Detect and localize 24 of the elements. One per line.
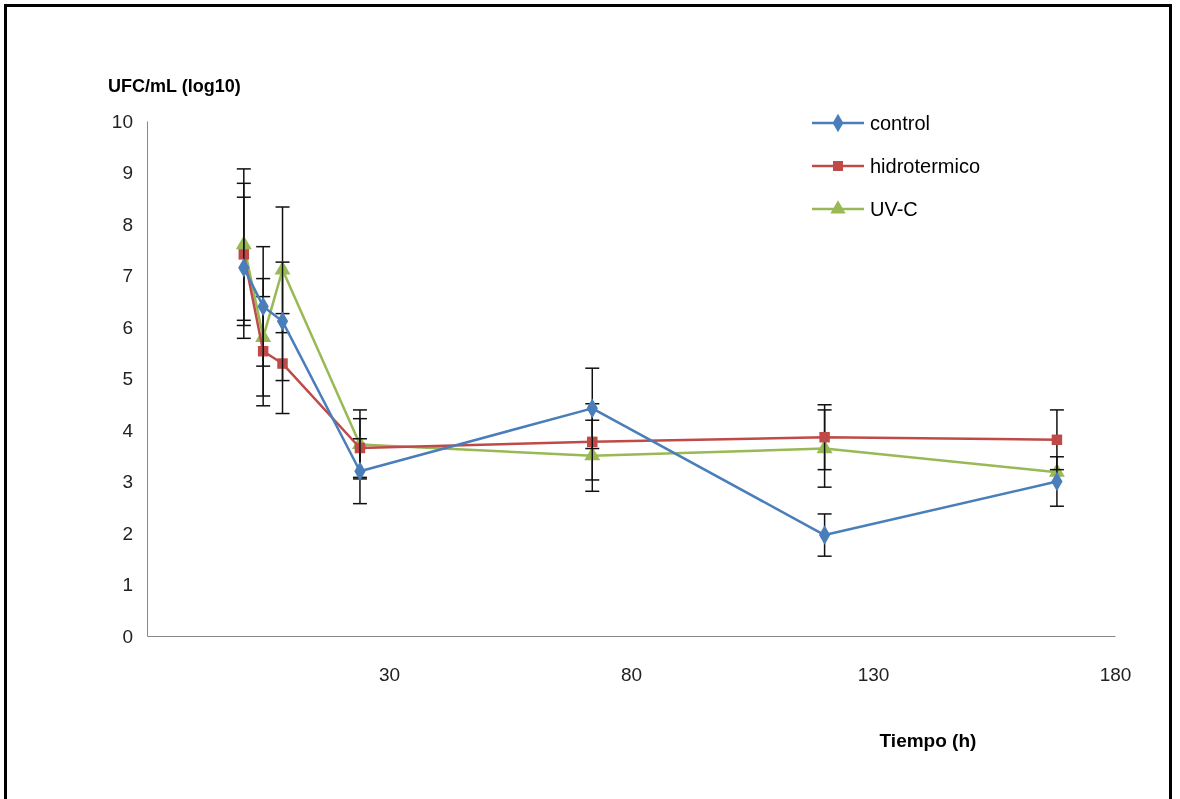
x-axis-title: Tiempo (h) — [879, 730, 977, 751]
y-axis-title: UFC/mL (log10) — [108, 76, 241, 96]
y-tick-label: 3 — [122, 471, 133, 493]
point — [587, 436, 598, 448]
x-tick-label: 30 — [378, 664, 401, 686]
y-tick-label: 1 — [122, 574, 133, 596]
y-tick-label: 8 — [122, 213, 133, 235]
y-tick-label: 7 — [122, 265, 133, 287]
y-tick-label: 2 — [122, 522, 133, 544]
y-tick-label: 10 — [111, 110, 133, 132]
y-tick-label: 4 — [122, 419, 134, 441]
legend-label: UV-C — [870, 198, 918, 220]
y-tick-label: 5 — [122, 368, 133, 390]
y-tick-label: 0 — [122, 625, 133, 647]
x-tick-label: 130 — [857, 664, 890, 686]
point — [1051, 434, 1063, 446]
legend-label: control — [870, 112, 931, 134]
y-tick-label: 6 — [122, 316, 133, 338]
point — [819, 431, 830, 443]
legend-label: hidrotermico — [870, 155, 981, 177]
point — [277, 358, 288, 369]
x-tick-label: 80 — [620, 664, 643, 686]
y-tick-label: 9 — [122, 162, 133, 184]
x-tick-label: 180 — [1099, 664, 1132, 686]
